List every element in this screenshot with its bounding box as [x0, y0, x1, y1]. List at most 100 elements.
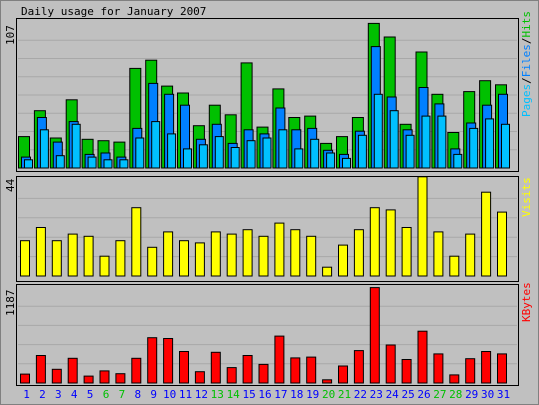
bar-visits-day-17: [274, 222, 285, 277]
x-tick-label: 10: [163, 388, 176, 401]
bar-pages-day-11: [183, 148, 192, 169]
bar-pages-day-24: [389, 110, 399, 169]
bar-visits-day-14: [226, 233, 237, 277]
bar-kbytes-day-20: [322, 379, 333, 384]
x-tick-label: 3: [55, 388, 62, 401]
bar-visits-day-30: [481, 191, 492, 277]
bar-kbytes-day-3: [51, 368, 62, 384]
bar-pages-day-16: [262, 137, 272, 169]
bar-kbytes-day-9: [147, 337, 158, 384]
x-tick-label: 8: [134, 388, 141, 401]
bar-pages-day-18: [294, 148, 304, 169]
bar-pages-day-2: [39, 129, 49, 169]
bar-pages-day-26: [421, 115, 431, 169]
x-tick-label: 18: [290, 388, 303, 401]
legend-files: Files: [520, 44, 533, 77]
bar-pages-day-27: [437, 115, 447, 169]
x-tick-label: 31: [497, 388, 510, 401]
visits-panel: 44 Visits: [4, 176, 533, 282]
bar-visits-day-22: [353, 229, 364, 277]
bar-pages-day-31: [501, 123, 510, 169]
x-tick-label: 14: [227, 388, 241, 401]
legend-slash-1: /: [520, 77, 533, 84]
bar-visits-day-7: [115, 240, 126, 277]
bar-kbytes-day-27: [433, 353, 444, 384]
x-tick-label: 26: [417, 388, 430, 401]
bar-kbytes-day-16: [258, 363, 269, 384]
x-tick-label: 16: [258, 388, 271, 401]
bar-pages-day-29: [469, 127, 479, 169]
bar-visits-day-6: [99, 255, 110, 277]
x-tick-label: 20: [322, 388, 335, 401]
bar-pages-day-5: [87, 156, 97, 169]
x-tick-label: 15: [242, 388, 255, 401]
bar-kbytes-day-29: [465, 358, 476, 384]
x-tick-label: 7: [119, 388, 126, 401]
kbytes-panel: 1187 KBytes: [4, 282, 533, 386]
bar-kbytes-day-21: [338, 365, 348, 384]
bar-pages-day-15: [246, 140, 256, 169]
bar-pages-day-19: [310, 138, 320, 169]
bar-visits-day-24: [385, 209, 396, 277]
bar-kbytes-day-18: [290, 357, 301, 384]
bar-visits-day-20: [322, 266, 333, 277]
hits-panel: 107 Pages/Files/Hits: [4, 11, 533, 172]
bar-visits-day-13: [210, 231, 221, 277]
legend-visits: Visits: [520, 177, 533, 217]
kbytes-ymax-label: 1187: [4, 290, 17, 317]
bar-kbytes-day-7: [115, 373, 126, 384]
bar-visits-day-3: [51, 240, 62, 277]
bar-pages-day-13: [214, 136, 224, 169]
bar-kbytes-day-24: [385, 344, 396, 384]
bar-kbytes-day-5: [83, 375, 94, 384]
bar-pages-day-30: [485, 118, 495, 169]
bar-kbytes-day-14: [226, 367, 237, 384]
x-tick-label: 6: [103, 388, 110, 401]
x-tick-label: 25: [401, 388, 414, 401]
bar-visits-day-19: [306, 235, 317, 277]
hits-legend: Pages/Files/Hits: [520, 11, 533, 117]
legend-kbytes: KBytes: [520, 282, 533, 322]
bar-kbytes-day-17: [274, 335, 285, 384]
x-tick-label: 11: [179, 388, 192, 401]
bar-kbytes-day-15: [242, 355, 253, 384]
bar-pages-day-21: [342, 157, 351, 169]
bar-kbytes-day-30: [481, 351, 492, 384]
x-tick-label: 28: [449, 388, 462, 401]
bar-pages-day-14: [230, 147, 240, 169]
hits-ymax-label: 107: [4, 25, 17, 45]
x-axis-labels: 1 2 3 4 5 6 7 8 9 10 11 12 13 14 15 16 17 18 19 20 21 22 23 24 2…: [23, 388, 510, 401]
bar-pages-day-17: [278, 129, 288, 169]
bar-pages-day-7: [119, 159, 129, 169]
x-tick-label: 13: [211, 388, 224, 401]
legend-hits: Hits: [520, 11, 533, 38]
visits-ymax-label: 44: [4, 178, 17, 192]
x-tick-label: 30: [481, 388, 494, 401]
bar-visits-day-29: [465, 233, 476, 277]
visits-panel-bars: [20, 176, 507, 277]
bar-visits-day-5: [83, 235, 94, 277]
bar-kbytes-day-19: [306, 356, 317, 384]
x-tick-label: 4: [71, 388, 78, 401]
legend-slash-2: /: [520, 38, 533, 45]
bar-kbytes-day-6: [99, 370, 110, 384]
bar-visits-day-16: [258, 235, 269, 277]
x-tick-label: 2: [39, 388, 46, 401]
bar-pages-day-25: [405, 134, 415, 169]
bar-visits-day-1: [20, 240, 30, 277]
bar-visits-day-10: [163, 231, 174, 277]
x-tick-label: 21: [338, 388, 351, 401]
bar-kbytes-day-22: [353, 350, 364, 384]
bar-visits-day-8: [131, 207, 142, 277]
bar-kbytes-day-23: [369, 287, 380, 384]
bar-pages-day-10: [167, 133, 177, 169]
bar-pages-day-28: [453, 153, 463, 169]
bar-pages-day-22: [357, 134, 367, 169]
bar-visits-day-11: [179, 240, 189, 277]
bar-kbytes-day-1: [20, 373, 30, 384]
bar-visits-day-28: [449, 255, 460, 277]
bar-visits-day-26: [417, 176, 428, 277]
bar-visits-day-9: [147, 246, 158, 277]
bar-pages-day-3: [55, 155, 65, 169]
